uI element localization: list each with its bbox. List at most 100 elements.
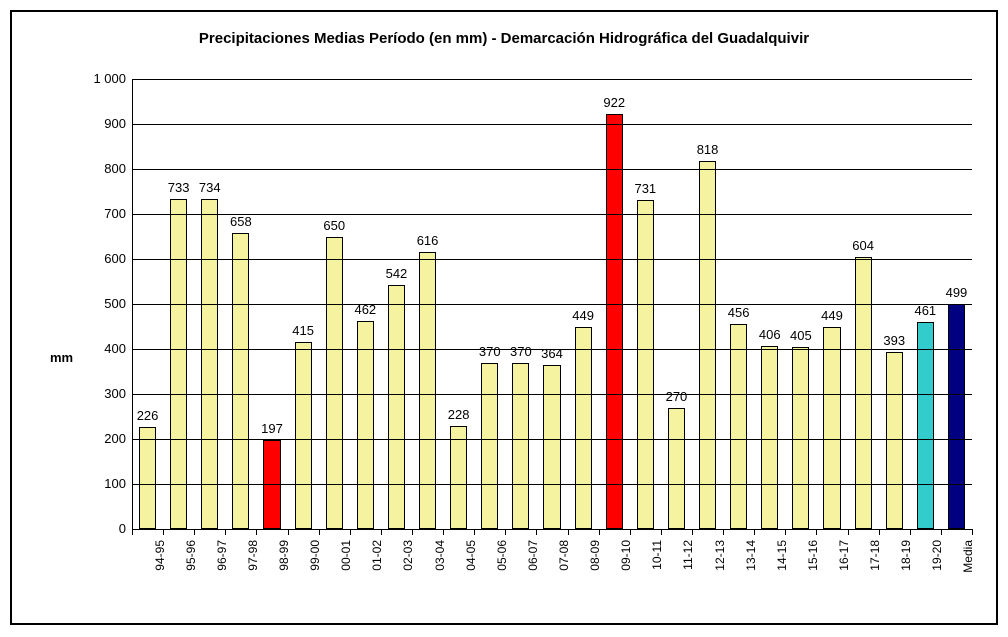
x-category-label: 97-98: [246, 540, 260, 571]
x-category-label: 15-16: [806, 540, 820, 571]
y-tick-label: 500: [76, 296, 126, 311]
bar: [388, 285, 405, 529]
x-category-label: Media: [961, 540, 975, 573]
y-tick-label: 600: [76, 251, 126, 266]
x-tick: [568, 529, 569, 535]
y-tick-label: 800: [76, 161, 126, 176]
bar-value-label: 406: [759, 327, 781, 342]
bar-value-label: 616: [417, 233, 439, 248]
bar-value-label: 818: [697, 142, 719, 157]
y-tick-label: 100: [76, 476, 126, 491]
x-tick: [412, 529, 413, 535]
bar: [637, 200, 654, 529]
x-tick: [288, 529, 289, 535]
bar: [450, 426, 467, 529]
x-category-label: 17-18: [868, 540, 882, 571]
x-category-label: 18-19: [899, 540, 913, 571]
x-tick: [599, 529, 600, 535]
x-tick: [723, 529, 724, 535]
x-category-label: 13-14: [744, 540, 758, 571]
x-category-label: 07-08: [557, 540, 571, 571]
x-tick: [194, 529, 195, 535]
x-tick: [692, 529, 693, 535]
bar-value-label: 733: [168, 180, 190, 195]
grid-line: [132, 304, 972, 305]
x-tick: [350, 529, 351, 535]
x-category-label: 14-15: [775, 540, 789, 571]
x-category-label: 09-10: [619, 540, 633, 571]
x-tick: [661, 529, 662, 535]
y-tick-label: 900: [76, 116, 126, 131]
x-category-label: 00-01: [339, 540, 353, 571]
x-tick: [505, 529, 506, 535]
chart-title: Precipitaciones Medias Período (en mm) -…: [12, 30, 996, 47]
grid-line: [132, 484, 972, 485]
bar: [730, 324, 747, 529]
x-tick: [381, 529, 382, 535]
x-tick: [910, 529, 911, 535]
bar: [201, 199, 218, 529]
x-category-label: 06-07: [526, 540, 540, 571]
bar-value-label: 604: [852, 238, 874, 253]
x-tick: [972, 529, 973, 535]
grid-line: [132, 214, 972, 215]
x-category-label: 10-11: [650, 540, 664, 570]
y-tick-label: 300: [76, 386, 126, 401]
x-category-label: 02-03: [401, 540, 415, 571]
bar-value-label: 650: [323, 218, 345, 233]
bar-value-label: 499: [946, 285, 968, 300]
bar: [668, 408, 685, 530]
x-tick: [132, 529, 133, 535]
bar-value-label: 922: [603, 95, 625, 110]
x-tick: [225, 529, 226, 535]
bar: [575, 327, 592, 529]
x-category-label: 96-97: [215, 540, 229, 571]
bar-value-label: 393: [883, 333, 905, 348]
x-tick: [536, 529, 537, 535]
x-category-label: 99-00: [308, 540, 322, 571]
bar: [419, 252, 436, 529]
bar: [481, 363, 498, 530]
bar: [886, 352, 903, 529]
x-tick: [163, 529, 164, 535]
x-tick: [630, 529, 631, 535]
bar: [326, 237, 343, 530]
x-category-label: 19-20: [930, 540, 944, 571]
grid-line: [132, 349, 972, 350]
bar: [512, 363, 529, 530]
bar: [606, 114, 623, 529]
bar: [543, 365, 560, 529]
x-tick: [848, 529, 849, 535]
bar-value-label: 734: [199, 180, 221, 195]
x-category-label: 16-17: [837, 540, 851, 571]
bar-value-label: 542: [386, 266, 408, 281]
x-tick: [443, 529, 444, 535]
x-category-label: 03-04: [433, 540, 447, 571]
y-tick-label: 1 000: [76, 71, 126, 86]
bar-value-label: 197: [261, 421, 283, 436]
bar: [295, 342, 312, 529]
x-category-label: 12-13: [713, 540, 727, 571]
x-tick: [785, 529, 786, 535]
plot-area: 2267337346581974156504625426162283703703…: [132, 79, 972, 529]
grid-line: [132, 439, 972, 440]
bar: [357, 321, 374, 529]
x-tick: [474, 529, 475, 535]
bar-value-label: 370: [510, 344, 532, 359]
bar-value-label: 405: [790, 328, 812, 343]
y-tick-label: 400: [76, 341, 126, 356]
x-category-label: 01-02: [370, 540, 384, 571]
bar: [170, 199, 187, 529]
y-tick-label: 0: [76, 521, 126, 536]
x-tick: [879, 529, 880, 535]
x-category-label: 04-05: [464, 540, 478, 571]
x-category-label: 94-95: [153, 540, 167, 571]
x-tick: [754, 529, 755, 535]
bar-value-label: 270: [666, 389, 688, 404]
grid-line: [132, 79, 972, 80]
bar-value-label: 449: [821, 308, 843, 323]
x-tick: [816, 529, 817, 535]
x-tick: [256, 529, 257, 535]
x-tick: [941, 529, 942, 535]
bar-value-label: 731: [634, 181, 656, 196]
